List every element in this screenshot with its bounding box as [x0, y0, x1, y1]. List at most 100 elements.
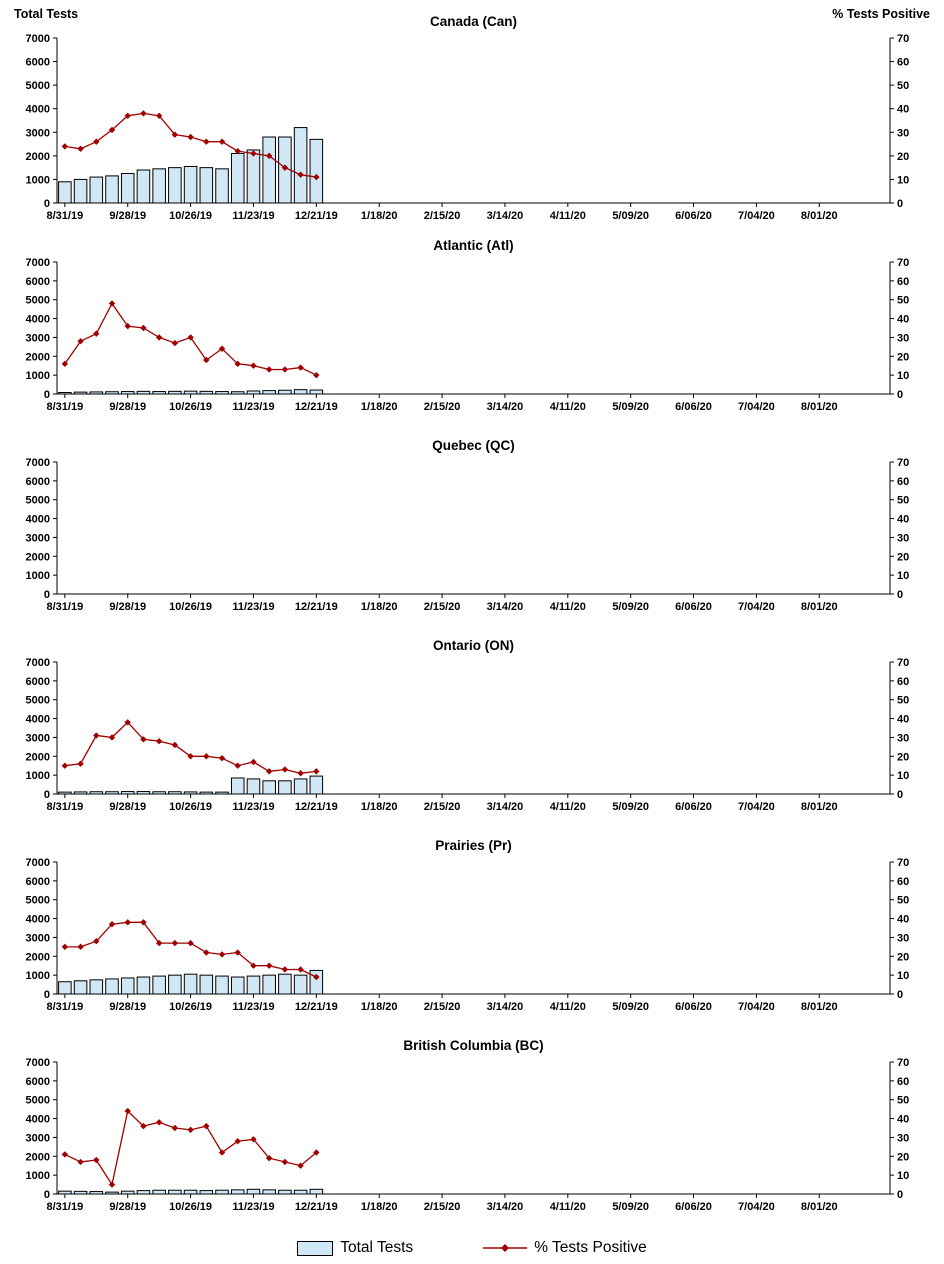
left-tick-label: 4000: [26, 714, 50, 726]
left-tick-label: 2000: [26, 151, 50, 163]
x-tick-label: 9/28/19: [109, 1001, 146, 1013]
total-tests-bar: [136, 390, 151, 395]
pct-positive-marker: [77, 760, 84, 768]
pct-positive-marker: [218, 345, 226, 352]
left-tick-label: 5000: [26, 495, 50, 507]
total-tests-bar: [309, 969, 324, 995]
pct-positive-marker: [265, 152, 273, 160]
right-tick-label: 20: [897, 751, 909, 763]
total-tests-bar: [199, 1190, 214, 1195]
total-tests-bar: [168, 167, 182, 204]
right-tick-label: 40: [897, 1114, 909, 1126]
left-tick-label: 5000: [26, 1095, 50, 1107]
pct-positive-marker: [281, 1158, 289, 1166]
x-tick-label: 12/21/19: [295, 1001, 338, 1013]
x-tick-label: 7/04/20: [738, 1201, 775, 1213]
total-tests-bar: [199, 974, 214, 995]
left-tick-label: 3000: [26, 932, 50, 944]
pct-positive-swatch-icon: [483, 1244, 528, 1252]
pct-positive-marker: [61, 1151, 69, 1158]
left-tick-label: 5000: [26, 695, 50, 707]
x-tick-label: 4/11/20: [550, 1201, 586, 1213]
right-tick-label: 20: [897, 151, 909, 163]
right-tick-label: 60: [897, 876, 909, 888]
x-tick-label: 2/15/20: [424, 210, 461, 222]
x-tick-label: 8/31/19: [47, 1001, 84, 1013]
x-tick-label: 11/23/19: [232, 401, 274, 413]
chart-title: British Columbia (BC): [403, 1038, 543, 1053]
left-tick-label: 1000: [26, 1170, 50, 1182]
left-tick-label: 0: [44, 589, 50, 601]
pct-positive-marker: [265, 962, 273, 969]
x-tick-label: 11/23/19: [232, 1201, 274, 1213]
chart-british-columbia: British Columbia (BC) 0 1000 2000 3000 4000 50…: [26, 1038, 910, 1213]
pct-positive-marker: [313, 371, 320, 379]
pct-positive-marker: [187, 334, 194, 341]
pct-positive-marker: [234, 147, 241, 155]
x-tick-label: 10/26/19: [169, 1001, 212, 1013]
pct-positive-marker: [218, 1149, 226, 1156]
total-tests-bar: [89, 979, 104, 995]
left-tick-label: 2000: [26, 551, 50, 563]
x-tick-label: 3/14/20: [487, 1201, 524, 1213]
pct-positive-marker: [61, 943, 69, 951]
total-tests-bar: [183, 165, 198, 204]
right-tick-label: 50: [897, 695, 909, 707]
pct-positive-marker: [61, 143, 69, 150]
pct-positive-marker: [171, 741, 179, 749]
x-tick-label: 2/15/20: [424, 601, 461, 613]
right-tick-label: 10: [897, 970, 909, 982]
right-tick-label: 0: [897, 389, 903, 401]
pct-positive-marker: [313, 173, 320, 181]
pct-positive-marker: [108, 126, 116, 134]
pct-positive-marker: [155, 112, 163, 119]
total-tests-bar: [73, 791, 88, 795]
x-tick-label: 6/06/20: [675, 1201, 712, 1213]
right-tick-label: 0: [897, 198, 903, 210]
pct-positive-marker: [218, 754, 226, 762]
chart-title: Canada (Can): [430, 14, 517, 29]
left-tick-label: 3000: [26, 127, 50, 139]
x-tick-label: 12/21/19: [295, 1201, 338, 1213]
x-tick-label: 10/26/19: [169, 601, 212, 613]
right-tick-label: 70: [897, 457, 909, 469]
total-tests-bar: [246, 390, 261, 395]
pct-positive-marker: [171, 339, 179, 347]
x-tick-label: 2/15/20: [424, 1201, 461, 1213]
total-tests-bar: [215, 168, 229, 204]
total-tests-bar: [215, 791, 229, 795]
right-tick-label: 0: [897, 989, 903, 1001]
x-tick-label: 6/06/20: [675, 401, 712, 413]
x-tick-label: 8/01/20: [801, 210, 838, 222]
x-tick-label: 4/11/20: [550, 401, 586, 413]
total-tests-bar: [246, 149, 261, 204]
left-tick-label: 0: [44, 198, 50, 210]
pct-positive-marker: [140, 324, 147, 332]
total-tests-bar: [309, 775, 324, 795]
pct-positive-marker: [77, 1158, 84, 1166]
total-tests-bar: [230, 976, 245, 995]
pct-positive-line: [64, 1109, 317, 1187]
total-tests-bar: [152, 791, 166, 795]
total-tests-bar: [183, 390, 198, 395]
total-tests-bar: [230, 391, 245, 395]
x-tick-label: 5/09/20: [612, 1001, 649, 1013]
x-tick-label: 11/23/19: [232, 1001, 274, 1013]
x-tick-label: 10/26/19: [169, 210, 212, 222]
left-tick-label: 0: [44, 789, 50, 801]
total-tests-bar: [152, 168, 166, 204]
left-tick-label: 3000: [26, 532, 50, 544]
x-tick-label: 8/31/19: [47, 601, 84, 613]
x-tick-label: 2/15/20: [424, 1001, 461, 1013]
right-tick-label: 50: [897, 80, 909, 92]
pct-positive-marker: [124, 919, 131, 926]
left-tick-label: 4000: [26, 514, 50, 526]
total-tests-bar: [136, 976, 151, 995]
x-tick-label: 10/26/19: [169, 401, 212, 413]
total-tests-bar: [215, 975, 229, 995]
right-tick-label: 30: [897, 732, 909, 744]
pct-positive-marker: [218, 138, 226, 145]
left-tick-label: 0: [44, 389, 50, 401]
x-tick-label: 7/04/20: [738, 801, 775, 813]
